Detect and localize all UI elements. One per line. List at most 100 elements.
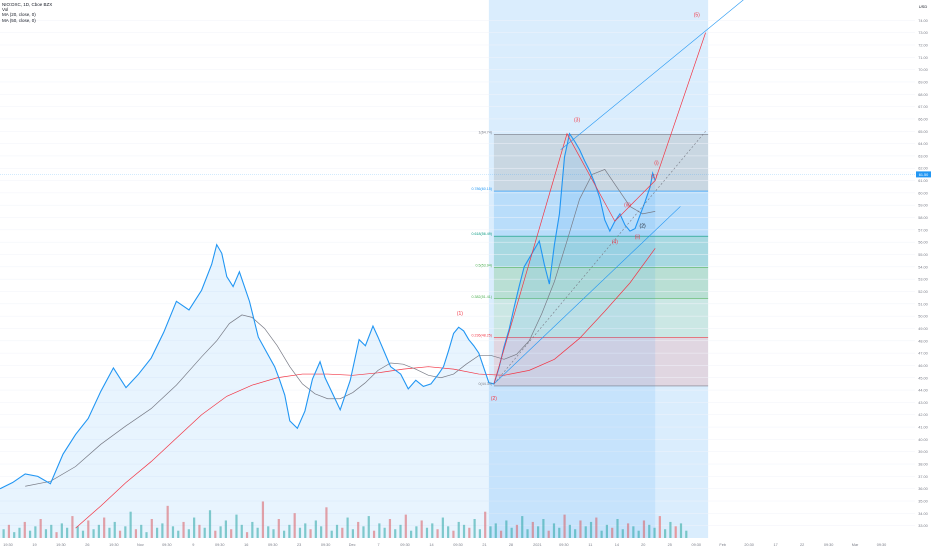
x-tick-label: 09:30 <box>215 543 225 547</box>
volume-bar <box>140 524 143 538</box>
volume-bar <box>314 520 317 538</box>
volume-bar <box>155 527 159 538</box>
wave-label: (iii) <box>624 202 631 208</box>
volume-bar <box>330 530 333 538</box>
volume-bar <box>584 526 587 538</box>
volume-bar <box>579 520 582 538</box>
y-tick-label: 59.00 <box>918 204 928 208</box>
volume-bar <box>404 514 407 538</box>
volume-bar <box>394 529 397 538</box>
trendline <box>560 0 744 150</box>
volume-bar <box>526 529 529 538</box>
fib-band <box>493 134 709 192</box>
volume-bar <box>531 521 534 538</box>
wave-label: (2) <box>491 396 497 402</box>
volume-bar <box>653 527 656 538</box>
volume-bar <box>616 519 619 538</box>
volume-bar <box>595 517 598 538</box>
y-tick-label: 70.00 <box>918 68 928 72</box>
x-tick-label: 14 <box>615 543 619 547</box>
y-tick-label: 71.00 <box>918 56 928 60</box>
trendline <box>493 206 681 385</box>
y-tick-label: 58.00 <box>918 216 928 220</box>
y-tick-label: 51.00 <box>918 302 928 306</box>
x-tick-label: 14 <box>429 543 433 547</box>
volume-bar <box>547 530 550 538</box>
y-tick-label: 55.00 <box>918 253 928 257</box>
y-tick-label: 56.00 <box>918 241 928 245</box>
legend-volume[interactable]: Vol <box>2 7 9 13</box>
volume-bar <box>484 511 487 538</box>
volume-bar <box>563 514 566 538</box>
volume-bar <box>71 516 74 538</box>
price-line <box>0 132 656 490</box>
wave-projection <box>493 32 706 385</box>
volume-bar <box>134 529 138 538</box>
volume-bar <box>187 529 190 538</box>
y-tick-label: 64.00 <box>918 142 928 146</box>
y-tick-label: 50.00 <box>918 315 928 319</box>
volume-bar <box>272 529 275 538</box>
volume-bar <box>161 523 164 538</box>
legend-ma50[interactable]: MA (50, close, 0) <box>2 17 36 23</box>
volume-bar <box>489 526 492 538</box>
volume-bar <box>378 523 381 538</box>
x-tick-label: 09:30 <box>691 543 701 547</box>
x-tick-label: 09:30 <box>400 543 410 547</box>
y-tick-label: 60.00 <box>918 191 928 195</box>
volume-bar <box>462 524 466 538</box>
volume-bar <box>383 527 386 538</box>
ma50-line <box>75 248 656 529</box>
x-tick-label: 11 <box>588 543 592 547</box>
fib-label: 0.5(53.94) <box>476 264 492 268</box>
y-tick-label: 67.00 <box>918 105 928 109</box>
x-tick-label: 16 <box>244 543 248 547</box>
volume-bar <box>118 530 122 538</box>
currency-label: USD <box>919 4 928 9</box>
volume-bar <box>473 519 476 538</box>
volume-bar <box>558 527 561 538</box>
volume-bar <box>611 527 614 538</box>
volume-bar <box>425 527 429 538</box>
y-tick-label: 38.00 <box>918 463 928 467</box>
volume-bar <box>669 521 672 538</box>
fib-label: 0.618(56.49) <box>472 232 492 236</box>
y-tick-label: 74.00 <box>918 19 928 23</box>
volume-bar <box>182 521 185 538</box>
volume-bar <box>335 524 339 538</box>
y-tick-label: 53.00 <box>918 278 928 282</box>
volume-bar <box>510 527 513 538</box>
legend-symbol[interactable]: NIO:DXC, 1D, Cboe BZX <box>2 2 53 7</box>
legend-ma20[interactable]: MA (20, close, 0) <box>2 12 36 18</box>
x-tick-label: 19:30 <box>56 543 66 547</box>
chart-legend: NIO:DXC, 1D, Cboe BZX Vol MA (20, close,… <box>2 2 52 23</box>
volume-bar <box>171 526 175 538</box>
volume-bar <box>399 524 402 538</box>
volume-bar <box>66 527 69 538</box>
volume-bar <box>441 517 444 538</box>
volume-bar <box>76 526 79 538</box>
volume-bar <box>605 524 609 538</box>
volume-bar <box>457 521 460 538</box>
y-tick-label: 57.00 <box>918 228 928 232</box>
volume-bar <box>97 524 100 538</box>
volume-bar <box>60 523 63 538</box>
volume-bar <box>664 529 667 538</box>
volume-bar <box>203 527 206 538</box>
volume-bar <box>589 521 593 538</box>
volume-bar <box>632 526 635 538</box>
y-tick-label: 43.00 <box>918 401 928 405</box>
volume-bar <box>431 523 434 538</box>
y-tick-label: 45.00 <box>918 376 928 380</box>
volume-bar <box>288 524 291 538</box>
x-tick-label: 09:30 <box>321 543 331 547</box>
x-tick-label: Dec <box>349 543 356 547</box>
volume-bar <box>415 526 418 538</box>
wave-label: (4) <box>612 239 618 245</box>
y-tick-label: 42.00 <box>918 413 928 417</box>
x-tick-label: 09:30 <box>877 543 887 547</box>
y-tick-label: 41.00 <box>918 426 928 430</box>
volume-bar <box>55 532 58 538</box>
x-tick-label: 23 <box>297 543 301 547</box>
